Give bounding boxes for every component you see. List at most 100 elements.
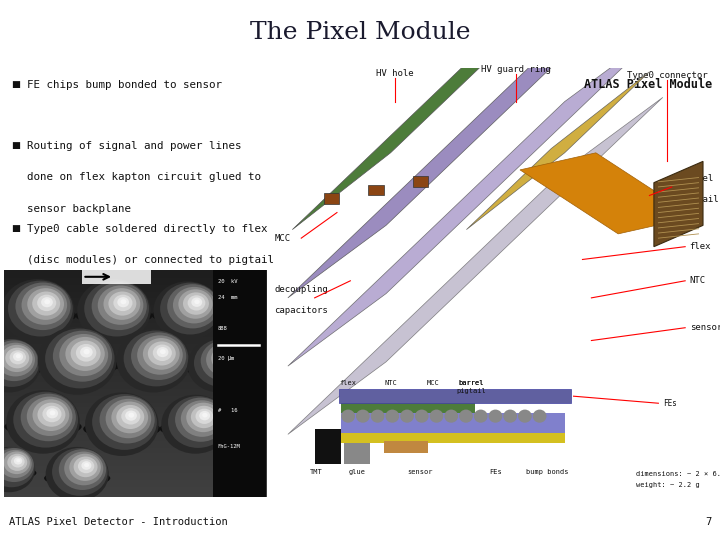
Circle shape	[98, 286, 143, 325]
Circle shape	[8, 281, 73, 336]
Circle shape	[92, 394, 157, 450]
Text: sensor backplane: sensor backplane	[27, 204, 131, 214]
Text: 24  mm: 24 mm	[217, 295, 238, 300]
Circle shape	[80, 347, 93, 357]
Text: barrel: barrel	[680, 174, 713, 183]
Text: MCC: MCC	[274, 234, 291, 242]
Text: flex: flex	[690, 242, 711, 251]
Text: pigtail: pigtail	[680, 195, 719, 205]
Circle shape	[137, 335, 183, 375]
Circle shape	[459, 409, 473, 423]
Bar	[82, 269, 150, 284]
Text: 20  kV: 20 kV	[217, 279, 238, 284]
Ellipse shape	[4, 417, 81, 436]
Circle shape	[444, 409, 458, 423]
Text: dimensions: ~ 2 × 6.3 cm²: dimensions: ~ 2 × 6.3 cm²	[636, 471, 720, 477]
Bar	[339, 389, 572, 403]
Polygon shape	[288, 0, 663, 298]
Circle shape	[206, 343, 246, 376]
Text: Type0 cable soldered directly to flex: Type0 cable soldered directly to flex	[27, 224, 268, 234]
Text: weight: ~ 2.2 g: weight: ~ 2.2 g	[636, 482, 700, 488]
Circle shape	[223, 352, 233, 361]
Circle shape	[215, 348, 240, 368]
Circle shape	[4, 451, 30, 474]
Circle shape	[1, 279, 75, 342]
Ellipse shape	[44, 470, 110, 487]
Circle shape	[385, 409, 399, 423]
Circle shape	[71, 341, 101, 366]
Circle shape	[167, 284, 218, 328]
Circle shape	[430, 409, 444, 423]
Circle shape	[474, 409, 487, 423]
Circle shape	[84, 281, 149, 336]
Circle shape	[11, 456, 24, 468]
Bar	[341, 394, 475, 413]
Circle shape	[46, 408, 58, 418]
Text: (barrel module): (barrel module)	[27, 287, 125, 297]
Circle shape	[173, 287, 215, 323]
Circle shape	[78, 459, 94, 473]
Circle shape	[91, 282, 147, 330]
Circle shape	[181, 400, 223, 437]
Circle shape	[0, 339, 39, 387]
Circle shape	[202, 413, 207, 417]
Circle shape	[42, 406, 61, 422]
Ellipse shape	[160, 420, 231, 437]
Text: TMT: TMT	[310, 469, 323, 475]
Circle shape	[5, 348, 30, 368]
Text: Routing of signal and power lines: Routing of signal and power lines	[27, 141, 242, 151]
Circle shape	[17, 458, 20, 462]
Circle shape	[1, 345, 32, 372]
Circle shape	[117, 329, 190, 393]
Text: HV guard ring: HV guard ring	[480, 65, 551, 74]
Text: HV hole: HV hole	[376, 69, 414, 78]
Circle shape	[400, 409, 414, 423]
Circle shape	[84, 463, 89, 467]
Ellipse shape	[76, 306, 153, 325]
Circle shape	[188, 295, 205, 310]
Circle shape	[27, 288, 64, 320]
Circle shape	[160, 349, 166, 354]
Circle shape	[59, 334, 108, 376]
Circle shape	[153, 281, 222, 340]
Circle shape	[37, 403, 66, 427]
Text: Type0 connector: Type0 connector	[627, 71, 708, 80]
Circle shape	[64, 451, 103, 485]
Circle shape	[45, 328, 114, 388]
Text: decoupling: decoupling	[274, 285, 328, 294]
Circle shape	[187, 338, 251, 393]
Text: (disc modules) or connected to pigtail: (disc modules) or connected to pigtail	[27, 255, 274, 266]
Bar	[341, 433, 564, 443]
Circle shape	[81, 461, 91, 470]
Circle shape	[124, 330, 189, 387]
Circle shape	[220, 350, 236, 365]
Ellipse shape	[36, 356, 119, 376]
Circle shape	[157, 347, 168, 357]
Circle shape	[14, 457, 22, 464]
Text: NTC: NTC	[690, 276, 706, 285]
Circle shape	[153, 345, 172, 361]
Text: FEs: FEs	[663, 399, 677, 408]
Text: FhG-12M: FhG-12M	[217, 444, 240, 449]
Circle shape	[533, 409, 546, 423]
Circle shape	[50, 410, 55, 415]
Text: glue: glue	[348, 469, 366, 475]
Polygon shape	[654, 161, 703, 247]
Circle shape	[69, 454, 101, 481]
Text: ■: ■	[11, 325, 19, 334]
Bar	[323, 193, 339, 204]
Circle shape	[148, 341, 176, 366]
Circle shape	[113, 295, 132, 311]
Text: sensor: sensor	[407, 469, 432, 475]
Circle shape	[341, 409, 355, 423]
Text: MCC: MCC	[426, 380, 439, 386]
Circle shape	[143, 338, 180, 370]
Text: barrel: barrel	[458, 380, 484, 386]
Polygon shape	[467, 72, 649, 230]
Circle shape	[9, 350, 26, 365]
Circle shape	[13, 352, 23, 361]
Text: FE chips bump bonded to sensor: FE chips bump bonded to sensor	[27, 79, 222, 90]
Circle shape	[37, 327, 117, 395]
Circle shape	[518, 409, 532, 423]
Ellipse shape	[152, 306, 223, 324]
